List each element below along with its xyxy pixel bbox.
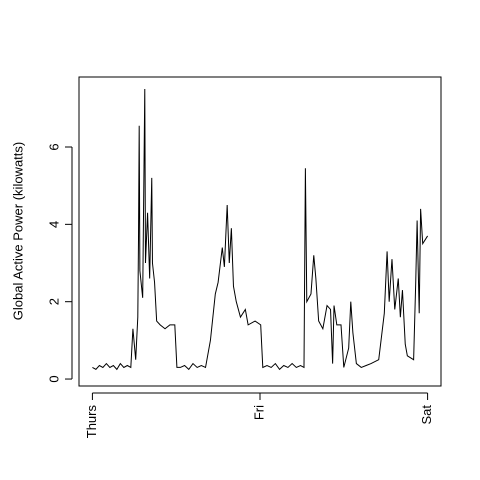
x-tick-label: Fri xyxy=(251,405,266,420)
y-tick-label: 4 xyxy=(46,221,61,228)
x-tick-label: Thurs xyxy=(84,405,99,439)
y-tick-label: 0 xyxy=(46,375,61,382)
y-tick-label: 2 xyxy=(46,298,61,305)
data-line xyxy=(92,88,429,371)
plot-box xyxy=(78,76,442,387)
x-tick-label: Sat xyxy=(419,405,434,425)
y-tick-label: 6 xyxy=(46,143,61,150)
y-axis-label: Global Active Power (kilowatts) xyxy=(10,142,25,320)
